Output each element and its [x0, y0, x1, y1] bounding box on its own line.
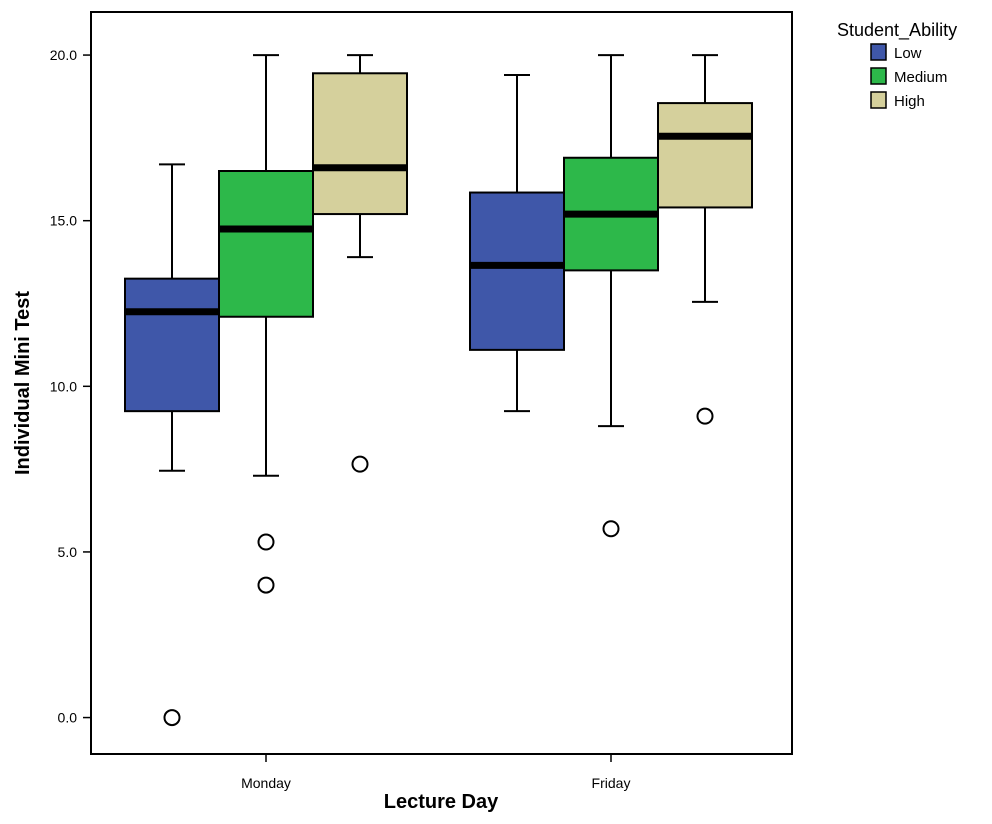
legend-swatch-high: [870, 91, 887, 109]
y-tick-label: 5.0: [58, 544, 78, 560]
outlier-point: [696, 407, 714, 425]
box-medium-monday: [218, 54, 314, 594]
y-tick-label: 15.0: [50, 213, 77, 229]
iqr-box: [469, 191, 565, 351]
outlier-point: [257, 576, 275, 594]
x-axis: Monday Friday: [241, 754, 630, 791]
x-tick-label: Friday: [592, 775, 631, 791]
x-axis-title: Lecture Day: [384, 791, 499, 813]
legend-label-high: High: [894, 93, 925, 110]
iqr-box: [124, 277, 220, 413]
box-medium-friday: [563, 54, 659, 538]
outlier-point: [351, 455, 369, 473]
outlier-point: [163, 709, 181, 727]
y-axis: 0.0 5.0 10.0 15.0 20.0: [50, 47, 91, 726]
y-tick-label: 20.0: [50, 47, 77, 63]
outlier-point: [257, 533, 275, 551]
outlier-point: [602, 520, 620, 538]
legend-title: Student_Ability: [837, 20, 957, 41]
y-tick-label: 0.0: [58, 710, 78, 726]
legend: Student_Ability Low Medium High: [837, 20, 957, 110]
legend-swatch-low: [870, 43, 887, 61]
iqr-box: [657, 102, 753, 209]
legend-label-medium: Medium: [894, 69, 947, 86]
x-tick-label: Monday: [241, 775, 291, 791]
iqr-box: [312, 72, 408, 216]
y-axis-title: Individual Mini Test: [12, 291, 34, 475]
iqr-box: [218, 170, 314, 318]
box-series-group: [124, 54, 753, 727]
box-low-friday: [469, 73, 565, 413]
box-low-monday: [124, 163, 220, 727]
box-high-monday: [312, 54, 408, 473]
y-tick-label: 10.0: [50, 378, 77, 394]
legend-label-low: Low: [894, 45, 922, 62]
legend-swatch-medium: [870, 67, 887, 85]
box-high-friday: [657, 54, 753, 425]
